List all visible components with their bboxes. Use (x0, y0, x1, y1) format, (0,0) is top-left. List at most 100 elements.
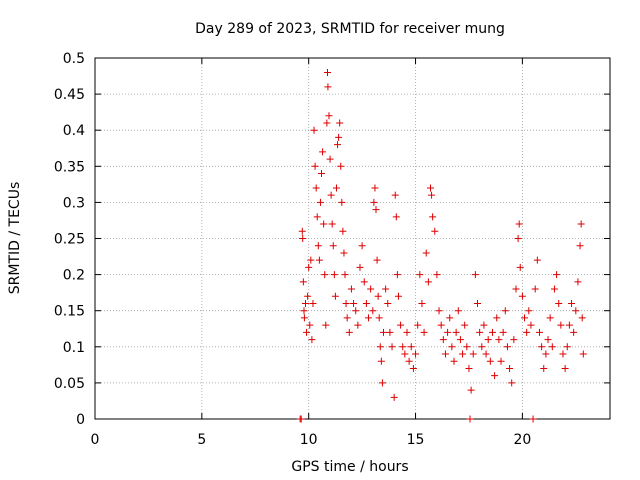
data-point (565, 321, 573, 329)
chart-title: Day 289 of 2023, SRMTID for receiver mun… (195, 21, 505, 37)
data-point (577, 220, 585, 228)
data-point (379, 328, 387, 336)
data-point (501, 307, 509, 315)
data-point (316, 198, 324, 206)
data-point (466, 415, 474, 423)
data-point (356, 263, 364, 271)
data-point (428, 191, 436, 199)
data-point (305, 263, 313, 271)
data-point (322, 321, 330, 329)
data-point (516, 263, 524, 271)
data-point (491, 372, 499, 380)
data-point (439, 336, 447, 344)
axis-ticks: 0 0.05 0.1 0.15 0.2 0.25 0.3 0.35 0.4 0.45 0.5 0 5 10… (54, 51, 610, 448)
data-point (553, 271, 561, 279)
data-point (382, 285, 390, 293)
data-point (345, 328, 353, 336)
data-point (441, 350, 449, 358)
data-point (328, 220, 336, 228)
data-point (429, 213, 437, 221)
data-point (533, 256, 541, 264)
grid-lines (95, 58, 610, 419)
x-axis-label: GPS time / hours (291, 459, 408, 475)
data-point (304, 292, 312, 300)
data-point (312, 184, 320, 192)
y-tick-label: 0.5 (63, 51, 85, 67)
data-point (371, 184, 379, 192)
data-point (435, 307, 443, 315)
data-point (365, 314, 373, 322)
data-point (515, 220, 523, 228)
data-point (390, 393, 398, 401)
data-point (416, 271, 424, 279)
data-point (315, 256, 323, 264)
data-point (319, 148, 327, 156)
data-point (386, 328, 394, 336)
data-point (499, 328, 507, 336)
data-point (542, 350, 550, 358)
data-point (347, 285, 355, 293)
data-point (336, 119, 344, 127)
data-point (488, 328, 496, 336)
data-point (405, 357, 413, 365)
data-point (360, 278, 368, 286)
data-point (437, 321, 445, 329)
data-point (525, 307, 533, 315)
data-point (414, 321, 422, 329)
data-point (330, 271, 338, 279)
data-point (370, 198, 378, 206)
data-point (476, 328, 484, 336)
data-point (350, 299, 358, 307)
data-point (518, 292, 526, 300)
data-point (369, 307, 377, 315)
data-point (399, 343, 407, 351)
data-point (495, 336, 503, 344)
data-point (307, 256, 315, 264)
data-point (424, 278, 432, 286)
data-point (358, 242, 366, 250)
data-point (503, 343, 511, 351)
data-point (469, 350, 477, 358)
data-point (375, 314, 383, 322)
data-point (367, 285, 375, 293)
data-point (301, 299, 309, 307)
data-point (309, 299, 317, 307)
data-point (474, 299, 482, 307)
data-point (397, 321, 405, 329)
data-point (393, 271, 401, 279)
data-point (340, 249, 348, 257)
data-point (332, 184, 340, 192)
data-point (339, 227, 347, 235)
data-point (403, 328, 411, 336)
data-point (341, 271, 349, 279)
data-point (299, 278, 307, 286)
y-tick-label: 0.45 (54, 87, 85, 103)
data-point (555, 299, 563, 307)
data-point (418, 299, 426, 307)
y-axis-label: SRMTID / TECUs (7, 182, 23, 295)
data-point (467, 386, 475, 394)
data-point (310, 126, 318, 134)
data-point (324, 83, 332, 91)
data-point (374, 292, 382, 300)
data-point (372, 206, 380, 214)
data-point (422, 249, 430, 257)
data-point (478, 343, 486, 351)
data-point (514, 235, 522, 242)
data-point (388, 343, 396, 351)
data-point (378, 379, 386, 387)
data-point (510, 336, 518, 344)
data-point (548, 343, 556, 351)
data-point (576, 242, 584, 250)
data-point (325, 112, 333, 120)
data-point (391, 191, 399, 199)
data-point (527, 321, 535, 329)
data-point (318, 170, 326, 178)
data-point (463, 343, 471, 351)
data-point (323, 68, 331, 76)
data-point (342, 299, 350, 307)
data-point (306, 321, 314, 329)
data-point (373, 256, 381, 264)
data-point (321, 271, 329, 279)
